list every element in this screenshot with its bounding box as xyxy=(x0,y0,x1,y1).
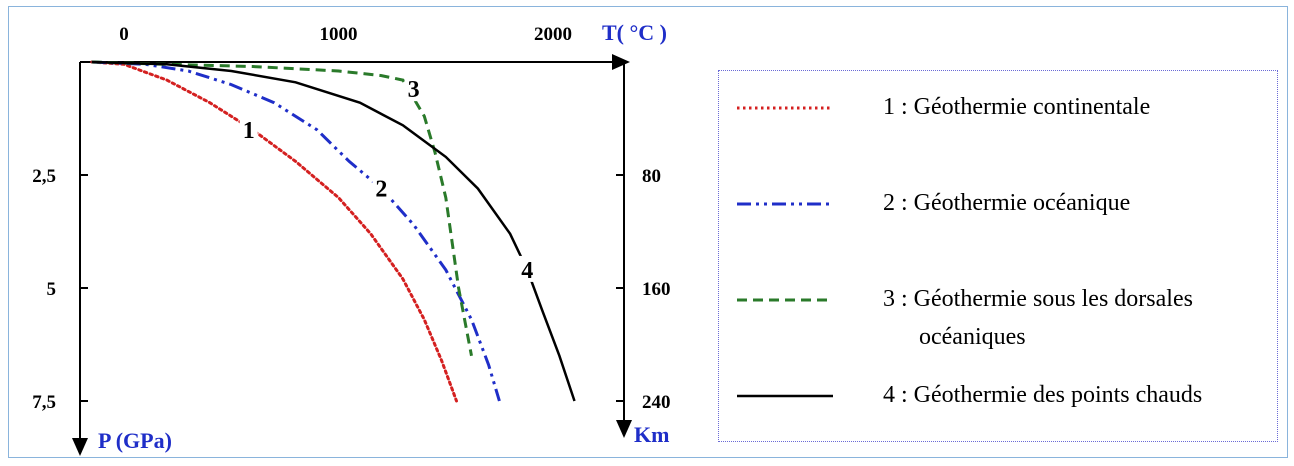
y-left-tick-label: 5 xyxy=(47,279,57,300)
curve-label-1: 1 xyxy=(243,118,255,144)
x-tick-group: 0 1000 2000 xyxy=(119,24,572,45)
y-axis-left-label: P (GPa) xyxy=(98,428,172,453)
curve-label-3: 3 xyxy=(408,77,420,103)
curve-label-bg xyxy=(372,174,391,201)
y-right-tick-label: 80 xyxy=(642,166,661,187)
curve-label-4: 4 xyxy=(521,258,533,284)
series-line-4 xyxy=(91,60,576,402)
legend-label: 3 : Géothermie sous les dorsales xyxy=(883,286,1193,312)
curve-label-bg xyxy=(404,75,423,102)
figure-border xyxy=(8,6,1288,458)
series-line-3 xyxy=(91,60,473,357)
x-tick-label: 2000 xyxy=(534,24,572,45)
legend-label: océaniques xyxy=(883,324,1026,350)
y-right-tick-group: 80 160 240 xyxy=(616,166,671,413)
y-right-tick-label: 160 xyxy=(642,279,671,300)
y-left-tick-label: 7,5 xyxy=(32,392,56,413)
y-axis-right-label: Km xyxy=(634,422,669,447)
curve-label-bg xyxy=(239,115,258,142)
y-left-tick-group: 2,5 5 7,5 xyxy=(32,166,88,413)
y-left-tick-label: 2,5 xyxy=(32,166,56,187)
legend-swatch-3 xyxy=(737,298,833,302)
legend-label: 2 : Géothermie océanique xyxy=(883,190,1131,216)
legend-swatch-2 xyxy=(737,202,833,206)
legend-label: 1 : Géothermie continentale xyxy=(883,94,1151,120)
curve-label-bg xyxy=(518,255,537,282)
series-group xyxy=(90,60,576,403)
curve-label-2: 2 xyxy=(375,177,387,203)
series-line-2 xyxy=(91,60,501,402)
x-tick-label: 1000 xyxy=(320,24,358,45)
x-axis-label: T( °C ) xyxy=(602,20,667,45)
curve-label-group: 1 2 3 4 xyxy=(239,75,537,284)
legend-label: 4 : Géothermie des points chauds xyxy=(883,382,1203,408)
legend: 1 : Géothermie continentale 2 : Géothermi… xyxy=(718,70,1278,442)
y-right-tick-label: 240 xyxy=(642,392,671,413)
legend-swatch-1 xyxy=(737,106,833,110)
series-line-1 xyxy=(90,60,458,403)
x-tick-label: 0 xyxy=(119,24,129,45)
legend-swatch-4 xyxy=(737,394,833,398)
